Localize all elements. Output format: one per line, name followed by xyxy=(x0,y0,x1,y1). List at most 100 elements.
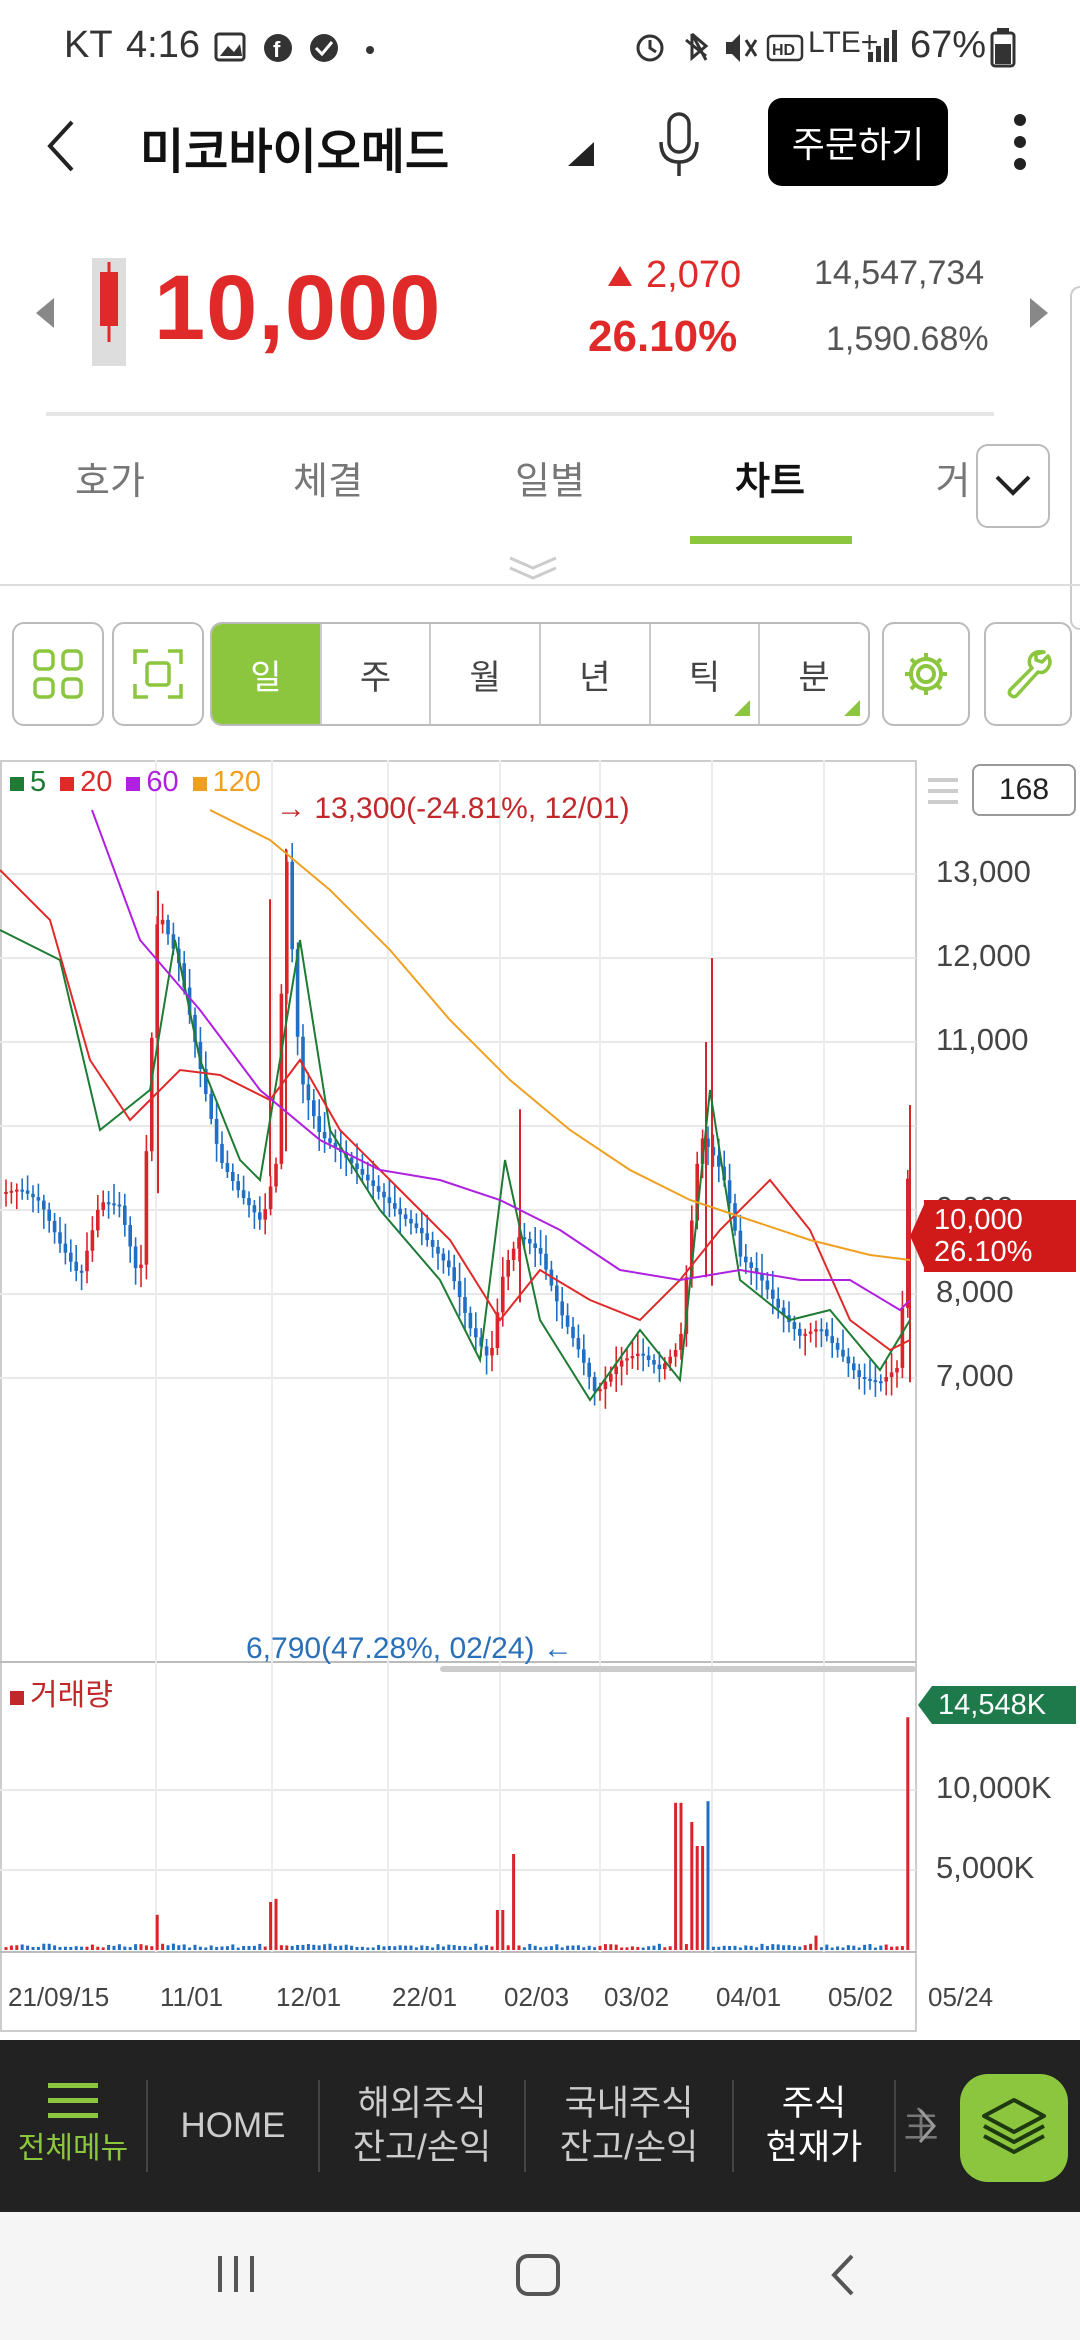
tabs-expand-button[interactable] xyxy=(976,444,1050,528)
x-tick-label: 05/02 xyxy=(828,1982,894,2012)
ma-line-120 xyxy=(209,809,911,1261)
volume-bar xyxy=(236,1947,240,1950)
volume-bar xyxy=(571,1945,575,1950)
volume-bar xyxy=(274,1898,278,1950)
period-week[interactable]: 주 xyxy=(319,624,430,724)
candle-body xyxy=(765,1280,770,1290)
volume-bar xyxy=(431,1947,435,1950)
price-change-percent: 26.10% xyxy=(588,312,738,361)
candle-body xyxy=(268,1186,273,1210)
candle-body xyxy=(90,1230,95,1251)
recent-apps-icon[interactable] xyxy=(214,2252,258,2296)
volume-bar xyxy=(495,1910,499,1950)
chart-tools-button[interactable] xyxy=(984,622,1072,726)
network-type: LTE+ xyxy=(808,26,879,59)
more-vertical-icon[interactable] xyxy=(1010,112,1030,172)
volume-bar xyxy=(447,1944,451,1950)
candle-body xyxy=(754,1267,759,1274)
volume-bar xyxy=(533,1945,537,1950)
candle-body xyxy=(25,1190,30,1194)
volume-bar xyxy=(128,1947,132,1950)
volume-bar xyxy=(306,1944,310,1950)
candle-body xyxy=(241,1190,246,1199)
candle-body xyxy=(852,1363,856,1371)
nav-scroll-right-icon[interactable] xyxy=(916,2106,938,2146)
layout-grid-button[interactable] xyxy=(12,622,104,726)
period-day[interactable]: 일 xyxy=(212,624,320,724)
volume-bar xyxy=(900,1946,904,1950)
nav-home[interactable]: HOME xyxy=(180,2106,286,2145)
candle-body xyxy=(727,1180,732,1204)
expand-panel-icon[interactable] xyxy=(506,554,560,584)
tab-daily[interactable]: 일별 xyxy=(515,461,585,503)
volume-bar xyxy=(906,1717,910,1950)
period-year[interactable]: 년 xyxy=(539,624,649,724)
candle-body xyxy=(668,1356,672,1364)
fullscreen-button[interactable] xyxy=(112,622,204,726)
period-tick[interactable]: 틱 xyxy=(648,624,759,724)
tab-chart[interactable]: 차트 xyxy=(735,461,805,503)
volume-bar xyxy=(371,1947,375,1950)
order-button[interactable]: 주문하기 xyxy=(768,98,948,186)
prev-stock-icon[interactable] xyxy=(34,296,56,330)
nav-all-menu[interactable]: 전체메뉴 xyxy=(0,2040,146,2212)
volume-bar xyxy=(139,1944,143,1950)
volume-bar xyxy=(463,1945,467,1950)
stock-name[interactable]: 미코바이오메드 xyxy=(140,126,450,179)
volume-bar xyxy=(63,1946,67,1950)
microphone-icon[interactable] xyxy=(656,112,702,178)
chart-settings-button[interactable] xyxy=(882,622,970,726)
tab-more-cut[interactable]: 거 xyxy=(935,461,971,503)
x-tick-label: 11/01 xyxy=(160,1982,224,2012)
high-annotation: → 13,300(-24.81%, 12/01) xyxy=(276,792,630,825)
tab-trades[interactable]: 체결 xyxy=(293,461,363,503)
status-icons: HD xyxy=(636,32,804,62)
layers-fab-button[interactable] xyxy=(960,2074,1068,2182)
volume-bar xyxy=(755,1947,759,1950)
y-tick-label: 8,000 xyxy=(936,1274,1014,1309)
volume-bar xyxy=(366,1947,370,1950)
nav-current-price[interactable]: 주식 현재가 xyxy=(734,2040,894,2212)
price-chart[interactable] xyxy=(0,760,1080,2040)
volume-bar xyxy=(722,1945,726,1950)
legend-ma20: 20 xyxy=(60,766,112,799)
home-icon[interactable] xyxy=(514,2252,564,2298)
candle-body xyxy=(457,1281,462,1298)
volume-bar xyxy=(825,1944,829,1950)
legend-ma120: 120 xyxy=(192,766,261,799)
candle-count-box[interactable]: 168 xyxy=(972,764,1076,816)
volume-bar xyxy=(4,1947,8,1950)
chart-menu-icon[interactable] xyxy=(926,774,960,808)
volume-bar xyxy=(760,1943,764,1950)
volume-bar xyxy=(841,1947,845,1950)
period-selector: 일 주 월 년 틱 분 xyxy=(210,622,870,726)
candle-body xyxy=(609,1374,613,1382)
next-stock-icon[interactable] xyxy=(1028,296,1050,330)
volume-bar xyxy=(404,1945,408,1950)
volume-bar xyxy=(684,1944,688,1950)
candle-body xyxy=(69,1252,73,1262)
nav-overseas-balance[interactable]: 해외주식 잔고/손익 xyxy=(320,2040,524,2212)
stock-dropdown-icon[interactable] xyxy=(566,142,596,168)
chart-area[interactable]: 5 20 60 120 → 13,300(-24.81%, 12/01) 6,7… xyxy=(0,760,1080,2040)
candle-body xyxy=(533,1243,537,1248)
volume-bar xyxy=(474,1943,478,1950)
period-month[interactable]: 월 xyxy=(429,624,539,724)
hamburger-icon xyxy=(48,2083,98,2118)
current-volume-tag: 14,548K xyxy=(932,1686,1076,1724)
back-icon[interactable] xyxy=(42,118,78,174)
nav-domestic-balance[interactable]: 국내주식 잔고/손익 xyxy=(526,2040,732,2212)
back-nav-icon[interactable] xyxy=(826,2252,860,2298)
tab-orderbook[interactable]: 호가 xyxy=(75,461,145,503)
candle-body xyxy=(360,1169,365,1175)
candle-body xyxy=(74,1261,78,1271)
side-handle[interactable] xyxy=(1070,286,1080,630)
candle-body xyxy=(398,1208,402,1215)
candle-body xyxy=(204,1069,208,1094)
volume-bar xyxy=(333,1946,337,1950)
candle-body xyxy=(263,1209,267,1220)
volume-bar xyxy=(420,1945,424,1950)
chart-scrollbar[interactable] xyxy=(440,1666,916,1672)
signal-icon xyxy=(868,30,897,62)
period-minute[interactable]: 분 xyxy=(758,624,868,724)
